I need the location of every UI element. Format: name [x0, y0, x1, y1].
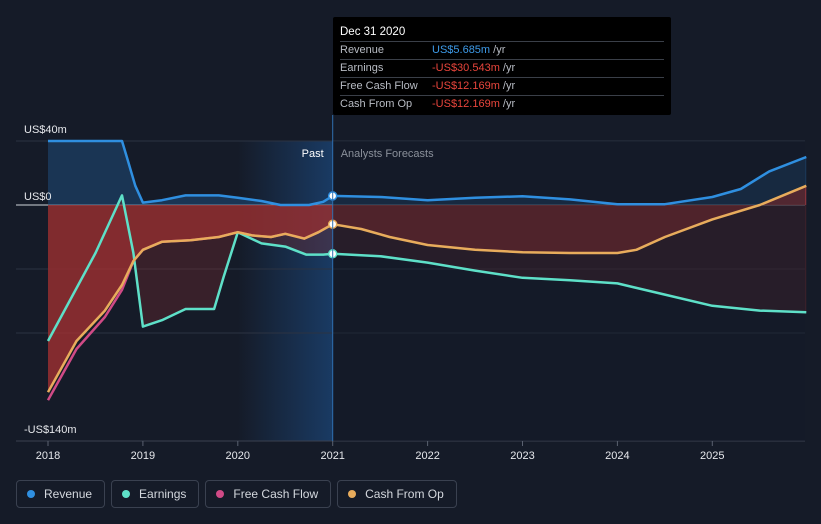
cash-from-op-area	[48, 185, 807, 393]
tooltip-label: Cash From Op	[340, 98, 413, 110]
tooltip-row: Revenue US$5.685m /yr	[340, 41, 664, 59]
legend-label: Revenue	[44, 487, 93, 501]
tooltip-unit: /yr	[499, 62, 516, 74]
revenue-line	[48, 139, 807, 207]
tooltip-label: Revenue	[340, 44, 385, 56]
tooltip-unit: /yr	[499, 80, 516, 92]
tooltip-label: Earnings	[340, 62, 384, 74]
y-tick-label: US$0	[24, 191, 52, 203]
forecast-shade	[332, 141, 805, 441]
legend-cash-from-op[interactable]: Cash From Op	[337, 480, 457, 508]
legend: Revenue Earnings Free Cash Flow Cash From O…	[16, 480, 457, 508]
x-tick-label: 2019	[131, 450, 155, 462]
legend-revenue[interactable]: Revenue	[16, 480, 106, 508]
tooltip-unit: /yr	[490, 44, 506, 56]
tooltip-value: -US$30.543m	[432, 62, 500, 74]
x-tick-label: 2018	[36, 450, 60, 462]
legend-label: Cash From Op	[365, 487, 444, 501]
legend-label: Free Cash Flow	[233, 487, 319, 501]
tooltip-date: Dec 31 2020	[340, 26, 406, 38]
tooltip-unit: /yr	[499, 98, 516, 110]
earnings-line	[46, 194, 807, 342]
tooltip-row: Cash From Op -US$12.169m /yr	[340, 95, 664, 113]
x-tick-label: 2021	[320, 450, 344, 462]
legend-dot-icon	[216, 490, 225, 498]
tooltip-row: Earnings -US$30.543m /yr	[340, 59, 664, 77]
x-tick-label: 2023	[510, 450, 534, 462]
legend-dot-icon	[122, 490, 131, 498]
x-tick-label: 2020	[226, 450, 250, 462]
legend-dot-icon	[348, 490, 357, 498]
areas	[48, 141, 807, 441]
tooltip-row: Free Cash Flow -US$12.169m /yr	[340, 77, 664, 95]
tooltip: Dec 31 2020 Revenue US$5.685m /yr Earnings…	[333, 17, 671, 115]
tooltip-value: US$5.685m	[432, 44, 491, 56]
tooltip-value: -US$12.169m	[432, 98, 500, 110]
legend-free-cash-flow[interactable]: Free Cash Flow	[205, 480, 332, 508]
past-highlight-band	[237, 141, 333, 441]
tooltip-label: Free Cash Flow	[340, 80, 418, 92]
y-tick-label: -US$140m	[24, 424, 77, 436]
legend-dot-icon	[27, 490, 35, 498]
tooltip-value: -US$12.169m	[432, 80, 500, 92]
legend-earnings[interactable]: Earnings	[111, 480, 200, 508]
past-label: Past	[302, 148, 324, 160]
x-tick-label: 2025	[700, 450, 724, 462]
forecast-label: Analysts Forecasts	[341, 148, 434, 160]
x-tick-label: 2022	[415, 450, 439, 462]
x-tick-label: 2024	[605, 450, 629, 462]
series-lines	[46, 139, 807, 401]
x-axis: 2018 2019 2020 2021 2022 2023 2024 2025	[36, 441, 725, 462]
y-axis: US$40m US$0 -US$140m	[24, 124, 77, 436]
y-tick-label: US$40m	[24, 124, 67, 136]
legend-label: Earnings	[139, 487, 187, 501]
cash-from-op-line	[46, 184, 807, 393]
